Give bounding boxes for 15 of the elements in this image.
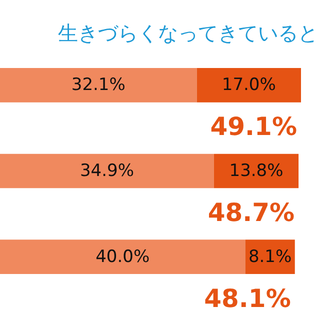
bar <box>0 68 197 102</box>
total-label: 48.7% <box>208 198 295 227</box>
data-label: 13.8% <box>229 161 284 181</box>
data-label: 8.1% <box>248 246 292 267</box>
data-label: 32.1% <box>71 75 126 96</box>
bar <box>196 68 301 102</box>
text: 生きづらくなってきていると <box>58 21 318 45</box>
data-label: 34.9% <box>80 161 134 181</box>
bar <box>0 240 246 274</box>
data-label: 40.0% <box>96 246 150 267</box>
total-label: 49.1% <box>210 112 297 142</box>
data-label: 17.0% <box>222 75 276 96</box>
bar <box>214 154 299 188</box>
bar <box>0 154 214 188</box>
total-label: 48.1% <box>204 284 291 313</box>
